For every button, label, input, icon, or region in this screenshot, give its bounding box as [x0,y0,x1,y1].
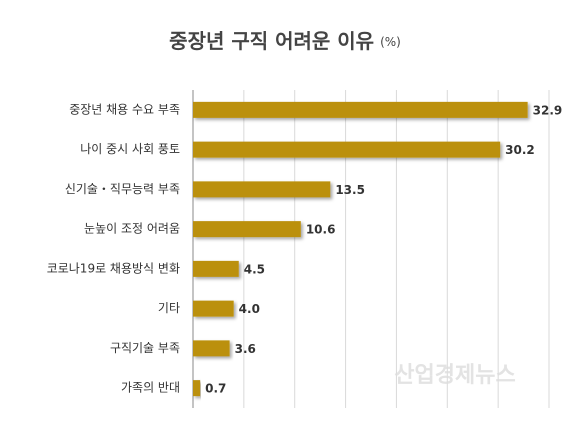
bar [193,141,501,158]
bar [193,181,331,198]
category-label: 중장년 채용 수요 부족 [69,102,180,116]
value-label: 4.5 [244,262,265,276]
category-label: 신기술・직무능력 부족 [65,182,180,196]
title-text: 중장년 구직 어려운 이유 [169,29,374,53]
value-label: 32.9 [533,103,563,117]
category-label: 코로나19로 채용방식 변화 [47,261,180,275]
value-label: 10.6 [306,223,336,237]
value-label: 3.6 [235,342,256,356]
category-label: 나이 중시 사회 풍토 [80,142,180,156]
bar [193,340,230,357]
bar [193,101,528,118]
category-label: 기타 [158,301,180,315]
category-label: 가족의 반대 [121,381,180,395]
category-label: 눈높이 조정 어려움 [84,222,180,236]
unit-text: (%) [380,35,401,49]
value-label: 0.7 [205,382,226,396]
bar [193,300,234,317]
category-label: 구직기술 부족 [110,341,180,355]
value-label: 13.5 [335,183,365,197]
value-label: 30.2 [505,143,535,157]
bar [193,380,201,397]
watermark: 산업경제뉴스 [394,363,515,388]
chart-title: 중장년 구직 어려운 이유 (%) [169,29,401,53]
value-label: 4.0 [239,302,260,316]
bar [193,221,301,238]
bar [193,260,239,277]
